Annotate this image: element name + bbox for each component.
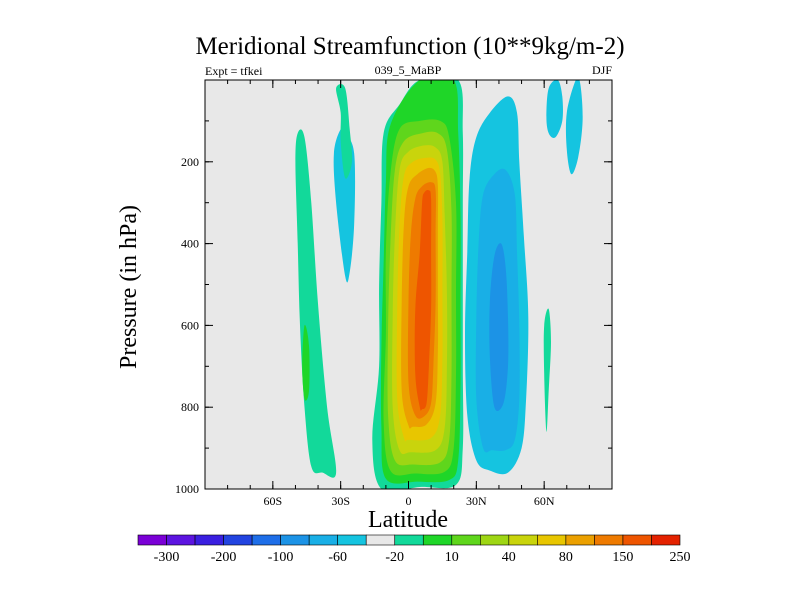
colorbar-label: -300 — [154, 550, 180, 565]
y-tick-label: 800 — [181, 400, 199, 414]
southern-green-band-level-2 — [302, 324, 310, 401]
colorbar-box — [622, 534, 652, 546]
colorbar-label: -100 — [268, 550, 294, 565]
colorbar-box — [651, 534, 681, 546]
y-axis-label: Pressure (in hPa) — [116, 205, 142, 369]
x-tick-label: 60N — [534, 494, 555, 508]
colorbar-box — [337, 534, 367, 546]
right-green-line-level-1 — [543, 308, 551, 432]
colorbar: -300 -200 -100 -60 -20 10 40 80 150 250 — [137, 534, 691, 565]
colorbar-box — [422, 534, 453, 546]
x-axis: 60S 30S 0 30N 60N — [227, 80, 590, 508]
colorbar-box — [166, 534, 196, 546]
far-right-strand-level-1 — [565, 80, 583, 175]
colorbar-label: -200 — [211, 550, 237, 565]
case-label: 039_5_MaBP — [375, 63, 442, 77]
right-green-line — [543, 308, 551, 432]
top-right-strand-level-1 — [546, 80, 563, 138]
colorbar-label: -20 — [385, 550, 404, 565]
top-right-strand — [546, 80, 563, 138]
y-tick-label: 1000 — [175, 482, 199, 496]
colorbar-label: 40 — [502, 550, 516, 565]
colorbar-box — [508, 534, 538, 546]
x-tick-label: 30S — [331, 494, 350, 508]
colorbar-label: -60 — [328, 550, 347, 565]
experiment-label: Expt = tfkei — [205, 64, 263, 78]
colorbar-box — [251, 534, 281, 546]
colorbar-box — [308, 534, 338, 546]
x-tick-label: 60S — [263, 494, 282, 508]
southern-green-band — [295, 129, 337, 478]
y-tick-label: 400 — [181, 237, 199, 251]
colorbar-box — [137, 534, 167, 546]
colorbar-box — [594, 534, 624, 546]
colorbar-label: 150 — [612, 550, 633, 565]
contour-fills — [295, 80, 583, 489]
northern-negative-cell — [465, 96, 529, 475]
main-positive-cell-level-9 — [414, 190, 432, 411]
chart-title: Meridional Streamfunction (10**9kg/m-2) — [195, 33, 624, 60]
y-tick-label: 600 — [181, 318, 199, 332]
colorbar-box — [365, 534, 396, 546]
colorbar-label: 250 — [670, 550, 691, 565]
colorbar-label: 10 — [445, 550, 459, 565]
far-right-strand — [565, 80, 583, 175]
y-tick-label: 200 — [181, 155, 199, 169]
colorbar-box — [480, 534, 510, 546]
colorbar-box — [565, 534, 595, 546]
x-axis-label: Latitude — [368, 507, 448, 533]
colorbar-box — [394, 534, 424, 546]
colorbar-box — [280, 534, 310, 546]
colorbar-box — [223, 534, 253, 546]
x-tick-label: 30N — [466, 494, 487, 508]
colorbar-box — [194, 534, 224, 546]
season-label: DJF — [592, 63, 612, 77]
colorbar-label: 80 — [559, 550, 573, 565]
top-left-strand-level-1 — [336, 84, 353, 179]
northern-negative-cell-level-3 — [489, 243, 509, 411]
top-left-strand — [336, 84, 353, 179]
x-tick-label: 0 — [406, 494, 412, 508]
main-positive-cell — [372, 80, 464, 489]
colorbar-box — [537, 534, 567, 546]
colorbar-box — [451, 534, 481, 546]
y-axis: 200 400 600 800 1000 — [175, 120, 612, 496]
